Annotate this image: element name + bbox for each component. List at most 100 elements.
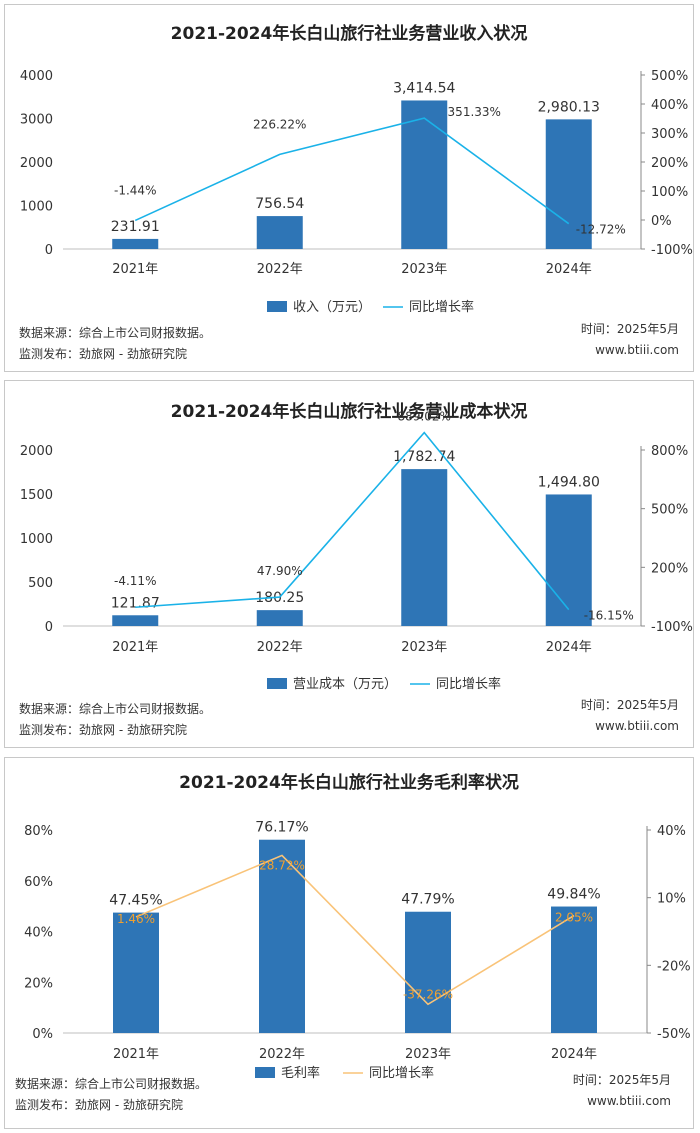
publisher-note: 监测发布：劲旅网 - 劲旅研究院 — [19, 723, 187, 737]
footer-left: 数据来源：综合上市公司财报数据。 监测发布：劲旅网 - 劲旅研究院 — [15, 1074, 207, 1116]
legend-line-label: 同比增长率 — [409, 299, 474, 315]
y-right-tick-label: -100% — [651, 243, 693, 258]
footer-right: 时间：2025年5月 www.btiii.com — [581, 695, 679, 737]
cost-chart: 0 500 1000 1500 2000 -100% 200% 500% 800% 121.87 1… — [20, 410, 693, 692]
footer-left: 数据来源：综合上市公司财报数据。 监测发布：劲旅网 - 劲旅研究院 — [19, 323, 211, 365]
bar-data-label: 1,494.80 — [538, 474, 600, 490]
x-tick-label: 2021年 — [113, 1047, 159, 1062]
x-tick-label: 2023年 — [401, 262, 447, 277]
chart-title: 2021-2024年长白山旅行社业务营业成本状况 — [170, 402, 528, 422]
cost-chart-panel: 2021-2024年长白山旅行社业务营业成本状况 0 500 1000 1500 200… — [4, 380, 694, 748]
y-left-tick-label: 40% — [24, 926, 53, 941]
x-tick-label: 2024年 — [546, 640, 592, 655]
bar — [545, 494, 592, 626]
line-data-label: -16.15% — [584, 609, 634, 623]
y-left-tick-label: 1000 — [20, 200, 53, 215]
x-tick-label: 2023年 — [405, 1047, 451, 1062]
bar-data-label: 1,782.74 — [393, 449, 455, 465]
legend-bar-swatch — [267, 678, 287, 689]
y-left-tick-label: 80% — [24, 824, 53, 839]
y-left-tick-label: 20% — [24, 976, 53, 991]
time-note: 时间：2025年5月 — [572, 1073, 671, 1087]
bar-data-label: 180.25 — [255, 590, 304, 606]
line-data-label: -4.11% — [114, 574, 156, 588]
source-note: 数据来源：综合上市公司财报数据。 — [19, 326, 212, 340]
line-data-label: -1.44% — [114, 183, 156, 197]
growth-rate-line — [134, 117, 570, 225]
y-left-tick-label: 4000 — [20, 69, 53, 84]
site-note: www.btiii.com — [587, 1094, 671, 1108]
legend-bar-label: 营业成本（万元） — [293, 677, 397, 692]
bar — [112, 238, 159, 249]
bar-data-label: 121.87 — [111, 595, 160, 611]
time-note: 时间：2025年5月 — [580, 322, 679, 336]
legend-bar-swatch — [267, 301, 287, 312]
x-tick-label: 2022年 — [259, 1047, 305, 1062]
y-right-tick-label: 0% — [651, 214, 672, 229]
y-left-tick-label: 0 — [45, 620, 53, 635]
bar — [256, 216, 303, 249]
footer-right: 时间：2025年5月 www.btiii.com — [581, 319, 679, 361]
y-right-tick-label: -20% — [657, 959, 691, 974]
site-note: www.btiii.com — [595, 719, 679, 733]
bar — [551, 906, 597, 1033]
chart-title: 2021-2024年长白山旅行社业务毛利率状况 — [179, 773, 519, 793]
bar-data-label: 49.84% — [547, 887, 600, 903]
y-left-tick-label: 1500 — [20, 488, 53, 503]
bar-data-label: 231.91 — [111, 219, 160, 235]
y-left-tick-label: 0% — [32, 1027, 53, 1042]
y-right-tick-label: 800% — [651, 444, 688, 459]
publisher-note: 监测发布：劲旅网 - 劲旅研究院 — [15, 1098, 183, 1112]
bar-data-label: 3,414.54 — [393, 80, 455, 96]
footer-right: 时间：2025年5月 www.btiii.com — [573, 1070, 671, 1112]
site-note: www.btiii.com — [595, 343, 679, 357]
y-left-tick-label: 2000 — [20, 156, 53, 171]
y-left-tick-label: 1000 — [20, 532, 53, 547]
revenue-chart: 0 1000 2000 3000 4000 -100% 0% 100% 200% 300% 400%… — [20, 69, 693, 315]
y-left-tick-label: 2000 — [20, 444, 53, 459]
source-note: 数据来源：综合上市公司财报数据。 — [19, 702, 212, 716]
bar-data-label: 756.54 — [255, 196, 304, 212]
growth-rate-line — [135, 431, 570, 611]
y-right-tick-label: 400% — [651, 98, 688, 113]
legend-bar-swatch — [255, 1067, 275, 1078]
bar — [401, 100, 448, 250]
bar — [113, 912, 159, 1033]
source-note: 数据来源：综合上市公司财报数据。 — [15, 1077, 208, 1091]
x-tick-label: 2024年 — [551, 1047, 597, 1062]
margin-chart-panel: 2021-2024年长白山旅行社业务毛利率状况 0% 20% 40% 60% 80% -5… — [4, 757, 694, 1129]
y-left-tick-label: 0 — [45, 243, 53, 258]
chart-title: 2021-2024年长白山旅行社业务营业收入状况 — [170, 24, 528, 44]
bar — [401, 469, 448, 626]
x-tick-label: 2022年 — [257, 262, 303, 277]
y-left-tick-label: 3000 — [20, 113, 53, 128]
y-right-tick-label: 40% — [657, 824, 686, 839]
line-data-label: 28.72% — [259, 858, 305, 872]
footer-left: 数据来源：综合上市公司财报数据。 监测发布：劲旅网 - 劲旅研究院 — [19, 699, 211, 741]
y-left-tick-label: 500 — [28, 576, 53, 591]
y-right-tick-label: -50% — [657, 1027, 691, 1042]
x-tick-label: 2021年 — [112, 262, 158, 277]
bar — [256, 610, 303, 626]
legend-line-label: 同比增长率 — [436, 676, 501, 692]
y-right-tick-label: 500% — [651, 69, 688, 84]
y-right-tick-label: 10% — [657, 892, 686, 907]
line-data-label: 226.22% — [253, 117, 306, 131]
x-tick-label: 2021年 — [112, 640, 158, 655]
bar-data-label: 76.17% — [255, 820, 308, 836]
bar-data-label: 2,980.13 — [538, 99, 600, 115]
time-note: 时间：2025年5月 — [580, 698, 679, 712]
legend-bar-label: 收入（万元） — [293, 300, 371, 315]
line-data-label: 2.05% — [555, 911, 593, 925]
revenue-chart-panel: 2021-2024年长白山旅行社业务营业收入状况 0 1000 2000 3000 40… — [4, 4, 694, 372]
bar-data-label: 47.79% — [401, 892, 454, 908]
line-data-label: -37.26% — [403, 987, 453, 1001]
y-right-tick-label: 200% — [651, 561, 688, 576]
line-data-label: -12.72% — [576, 223, 626, 237]
x-tick-label: 2024年 — [546, 262, 592, 277]
x-tick-label: 2022年 — [257, 640, 303, 655]
y-right-tick-label: 100% — [651, 185, 688, 200]
y-right-tick-label: 300% — [651, 127, 688, 142]
line-data-label: 47.90% — [257, 564, 303, 578]
x-tick-label: 2023年 — [401, 640, 447, 655]
